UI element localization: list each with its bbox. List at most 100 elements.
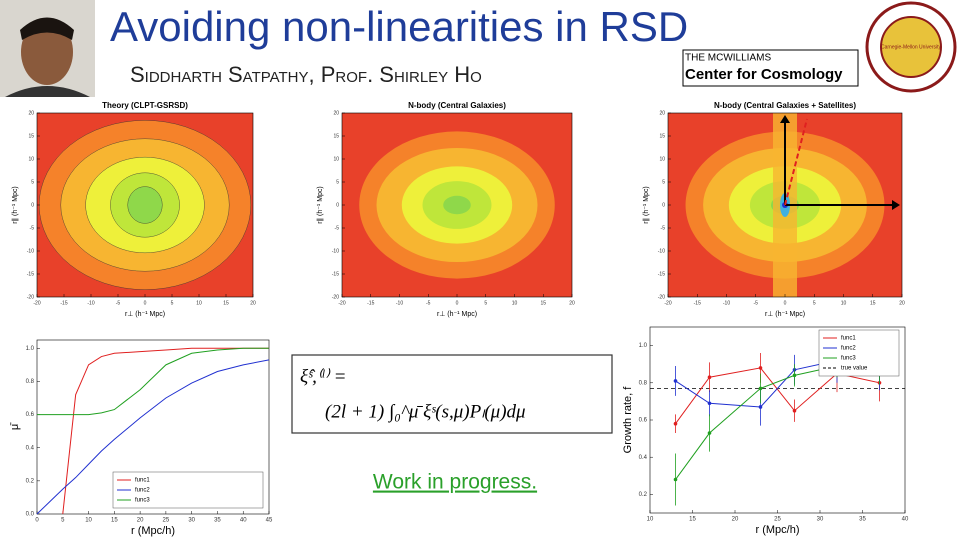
chart-title: N-body (Central Galaxies) [408, 101, 506, 110]
point [673, 379, 678, 383]
y-axis-label: r∥ (h⁻¹ Mpc) [11, 186, 19, 224]
y-tick-label: 15 [28, 133, 34, 139]
x-tick-label: -5 [426, 300, 431, 306]
legend-label: func1 [135, 478, 150, 484]
y-tick-label: -15 [658, 271, 665, 277]
x-tick-label: 10 [647, 517, 654, 523]
x-tick-label: 10 [196, 300, 202, 306]
x-tick-label: 20 [250, 300, 256, 306]
series-line [36, 359, 270, 515]
arrowhead [892, 200, 900, 210]
point [792, 408, 797, 413]
contour-level [443, 195, 471, 215]
point [758, 405, 763, 409]
y-tick-label: -10 [332, 248, 339, 254]
point [707, 375, 712, 380]
x-tick-label: 20 [899, 300, 905, 306]
contour-level [127, 186, 163, 224]
plot-frame [36, 339, 270, 515]
y-tick-label: 20 [333, 110, 339, 116]
x-tick-label: 5 [813, 300, 816, 306]
y-tick-label: 0.2 [26, 478, 35, 484]
x-tick-label: -20 [338, 300, 345, 306]
logo-top: THE MCWILLIAMS [685, 53, 771, 64]
y-tick-label: 20 [659, 110, 665, 116]
arrowhead [780, 115, 790, 123]
x-tick-label: 20 [732, 517, 739, 523]
y-tick-label: 15 [333, 133, 339, 139]
y-tick-label: 5 [31, 179, 34, 185]
x-tick-label: 10 [841, 300, 847, 306]
chart-title: Theory (CLPT-GSRSD) [102, 101, 188, 110]
y-tick-label: -10 [658, 248, 665, 254]
equation-box [291, 354, 613, 434]
logo-bottom: Center for Cosmology [685, 66, 843, 83]
arrow-los [784, 118, 808, 206]
y-tick-label: 0 [31, 202, 34, 208]
x-tick-label: 20 [137, 518, 144, 524]
x-tick-label: 0 [35, 518, 39, 524]
seal-inner [880, 16, 942, 78]
y-tick-label: 10 [28, 156, 34, 162]
chart-title: N-body (Central Galaxies + Satellites) [714, 101, 856, 110]
x-axis-label: r (Mpc/h) [131, 525, 175, 537]
y-tick-label: 15 [659, 133, 665, 139]
x-tick-label: -5 [116, 300, 121, 306]
x-tick-label: 15 [540, 300, 546, 306]
equation-lhs: ξ̂ˢ,⁽ˡ⁾ = [300, 366, 346, 387]
x-tick-label: 0 [784, 300, 787, 306]
series-line [37, 347, 269, 416]
point [707, 401, 712, 406]
point [758, 386, 763, 391]
y-tick-label: -10 [27, 248, 34, 254]
x-tick-label: 0 [456, 300, 459, 306]
x-tick-label: 5 [171, 300, 174, 306]
y-tick-label: -5 [335, 225, 340, 231]
x-axis-label: r (Mpc/h) [756, 524, 800, 536]
y-tick-label: -15 [27, 271, 34, 277]
x-tick-label: 45 [266, 518, 273, 524]
legend-box [112, 471, 264, 509]
x-tick-label: 25 [774, 517, 781, 523]
point [673, 477, 678, 482]
y-tick-label: 0 [336, 202, 339, 208]
y-tick-label: 0.4 [639, 455, 648, 461]
x-tick-label: 10 [85, 518, 92, 524]
note: Work in progress. [373, 471, 537, 494]
y-tick-label: -20 [658, 294, 665, 300]
x-tick-label: 10 [512, 300, 518, 306]
x-tick-label: -5 [754, 300, 759, 306]
x-tick-label: 15 [689, 517, 696, 523]
x-tick-label: -10 [396, 300, 403, 306]
legend-label: true value [841, 366, 868, 372]
x-tick-label: -15 [367, 300, 374, 306]
x-tick-label: -15 [694, 300, 701, 306]
slide-title: Avoiding non-linearities in RSD [110, 3, 688, 50]
x-tick-label: 40 [240, 518, 247, 524]
y-tick-label: -5 [661, 225, 666, 231]
seal-text: Carnegie-Mellon University [881, 44, 942, 50]
legend-label: func3 [841, 356, 856, 362]
y-axis-label: r∥ (h⁻¹ Mpc) [316, 186, 324, 224]
x-tick-label: 5 [61, 518, 65, 524]
point [758, 366, 763, 370]
point [673, 421, 678, 426]
x-tick-label: -10 [723, 300, 730, 306]
x-tick-label: 0 [144, 300, 147, 306]
y-tick-label: -5 [30, 225, 35, 231]
photo-face [21, 19, 73, 85]
y-tick-label: -20 [332, 294, 339, 300]
y-tick-label: 0.8 [639, 380, 648, 386]
y-tick-label: 1.0 [26, 346, 35, 352]
x-tick-label: 30 [817, 517, 824, 523]
x-axis-label: r⊥ (h⁻¹ Mpc) [437, 311, 477, 318]
y-tick-label: 0 [662, 202, 665, 208]
photo-shirt [5, 86, 90, 97]
x-tick-label: 25 [163, 518, 170, 524]
series-line [675, 365, 880, 480]
x-tick-label: 15 [223, 300, 229, 306]
y-tick-label: -15 [332, 271, 339, 277]
photo-hair [20, 17, 74, 40]
y-axis-label: Growth rate, f [622, 386, 634, 454]
